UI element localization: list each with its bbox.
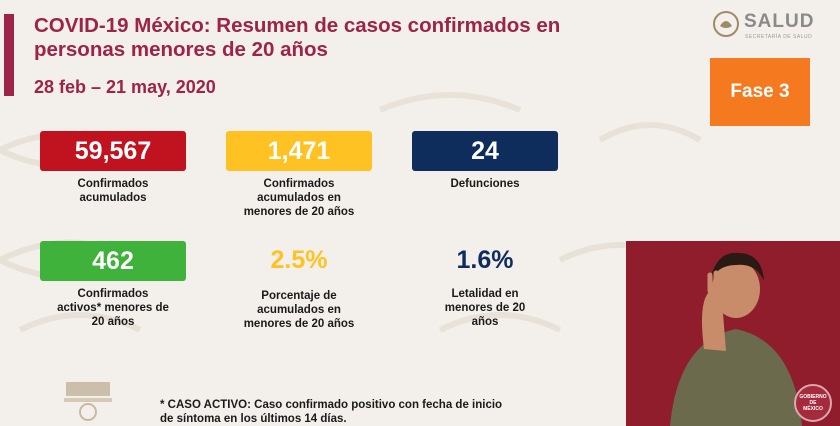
stat-lethality-label: Letalidad en menores de 20 años (444, 288, 526, 328)
stat-deaths: 24 (412, 131, 558, 171)
stat-confirmed-under20-label: Confirmados acumulados en menores de 20 … (243, 178, 355, 218)
logo-text: SALUD (744, 11, 815, 32)
eagle-emblem-icon (713, 11, 739, 37)
footnote: * CASO ACTIVO: Caso confirmado positivo … (160, 399, 503, 425)
gobierno-de-mexico-logo: GOBIERNO DE MÉXICO (794, 384, 832, 422)
stat-confirmed-under20: 1,471 (226, 131, 372, 171)
stat-deaths-label: Defunciones (450, 178, 520, 190)
stat-lethality: 1.6% (456, 246, 514, 274)
date-range: 28 feb – 21 may, 2020 (34, 77, 216, 97)
heroes-seal-icon (64, 382, 112, 421)
stat-confirmed-total: 59,567 (40, 131, 186, 171)
stat-percentage: 2.5% (270, 246, 328, 274)
interpreter-figure (626, 241, 840, 426)
stat-percentage-label: Porcentaje de acumulados en menores de 2… (243, 290, 355, 330)
salud-logo: SALUD SECRETARÍA DE SALUD (712, 8, 832, 44)
logo-subtitle: SECRETARÍA DE SALUD (745, 34, 813, 40)
stat-confirmed-total-label: Confirmados acumulados (77, 178, 149, 204)
accent-bar (4, 14, 14, 96)
stat-active-under20: 462 (40, 241, 186, 281)
phase-badge: Fase 3 (710, 58, 810, 126)
page-title: COVID-19 México: Resumen de casos confir… (34, 14, 561, 61)
stat-active-under20-label: Confirmados activos* menores de 20 años (57, 288, 169, 328)
